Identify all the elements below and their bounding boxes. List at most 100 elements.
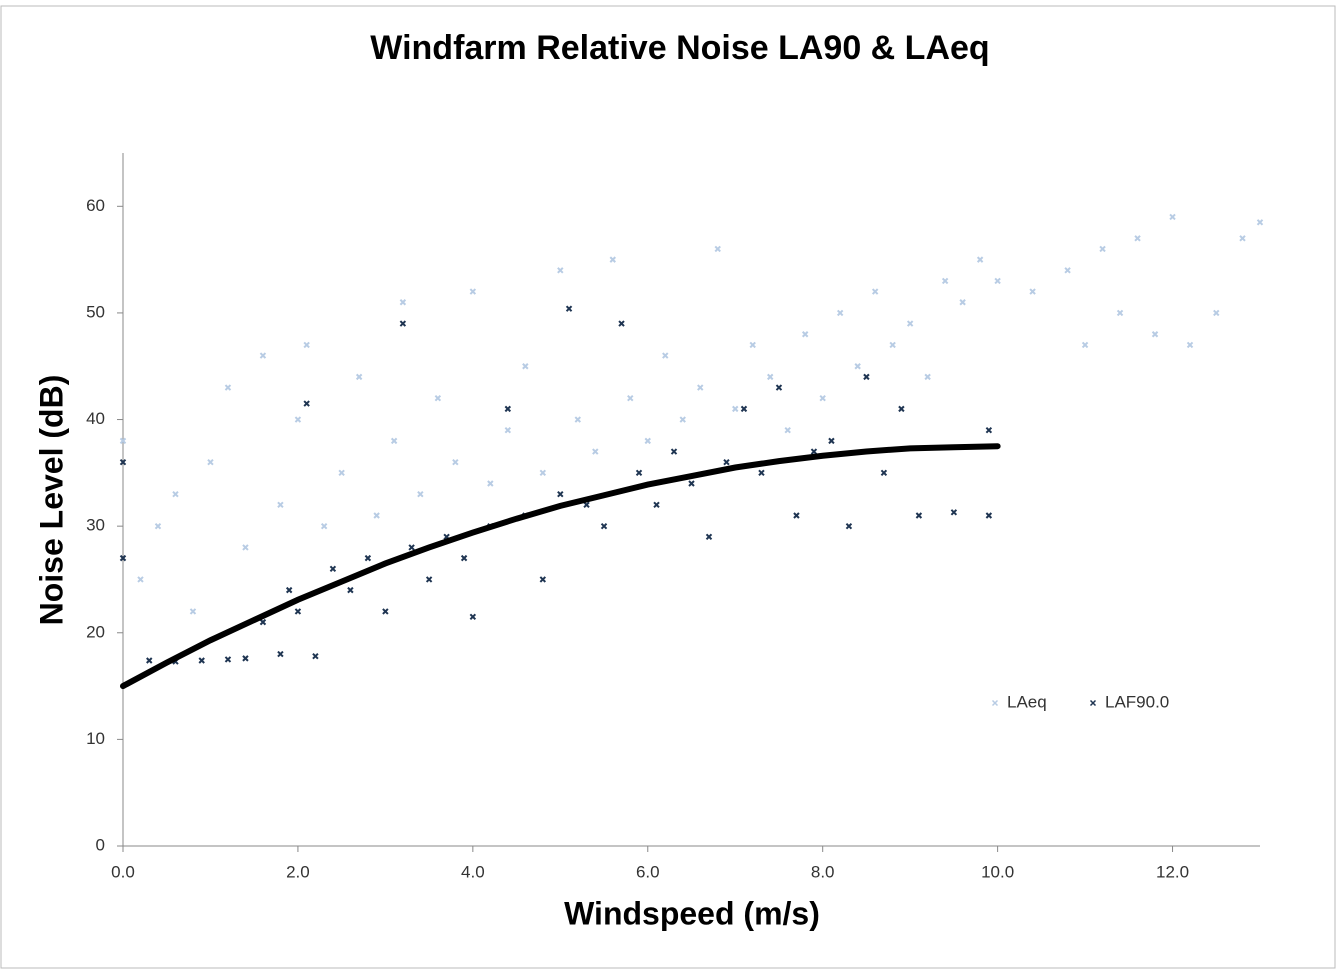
point	[294, 608, 302, 615]
point	[303, 400, 310, 407]
point	[985, 426, 993, 434]
point	[154, 522, 162, 530]
point	[355, 373, 363, 381]
point	[714, 245, 721, 253]
point	[119, 437, 127, 445]
point	[452, 458, 459, 466]
x-tick-label: 8.0	[811, 862, 835, 881]
point	[1064, 267, 1071, 274]
point	[775, 384, 783, 391]
point	[574, 416, 582, 423]
legend-label: LAeq	[1007, 692, 1047, 711]
point	[137, 576, 144, 583]
point	[469, 613, 477, 620]
point	[644, 437, 651, 445]
point	[976, 256, 984, 263]
point	[1029, 288, 1036, 295]
point	[635, 469, 643, 477]
point	[1213, 309, 1220, 317]
point	[898, 405, 905, 413]
point	[408, 544, 415, 551]
point	[819, 395, 826, 402]
point	[277, 650, 284, 658]
point	[224, 656, 232, 663]
point	[627, 395, 634, 402]
point	[994, 277, 1001, 285]
point	[600, 522, 608, 530]
point	[583, 501, 590, 509]
point	[705, 533, 713, 541]
y-axis-label: Noise Level (dB)	[33, 375, 69, 626]
point	[224, 384, 232, 391]
x-tick-label: 0.0	[111, 862, 135, 881]
chart-title: Windfarm Relative Noise LA90 & LAeq	[370, 29, 989, 67]
x-tick-label: 4.0	[461, 862, 485, 881]
point	[854, 363, 861, 370]
point	[399, 320, 407, 327]
legend-label: LAF90.0	[1105, 692, 1169, 711]
x-axis-label: Windspeed (m/s)	[564, 895, 820, 931]
point	[539, 576, 547, 583]
point	[399, 299, 407, 306]
point	[1116, 309, 1124, 317]
point	[312, 653, 319, 660]
point	[670, 448, 678, 455]
point	[740, 405, 748, 413]
point	[749, 341, 756, 349]
point	[565, 305, 573, 312]
point	[732, 405, 739, 413]
point	[924, 373, 931, 381]
point	[653, 501, 660, 509]
point	[836, 309, 844, 317]
point	[338, 469, 345, 477]
point	[259, 618, 267, 626]
point	[688, 480, 695, 487]
point	[504, 426, 512, 434]
point	[320, 522, 328, 530]
point	[679, 416, 686, 423]
point	[119, 458, 127, 466]
legend-marker	[1089, 699, 1097, 707]
trend-line	[120, 443, 1001, 690]
point	[146, 657, 153, 664]
x-tick-label: 10.0	[981, 862, 1014, 881]
point	[382, 608, 389, 615]
point	[793, 512, 800, 519]
point	[662, 352, 669, 359]
point	[522, 363, 529, 370]
point	[1256, 219, 1264, 226]
point	[119, 554, 127, 562]
x-tick-label: 12.0	[1156, 862, 1189, 881]
point	[425, 576, 433, 583]
point	[557, 267, 564, 274]
point	[1099, 245, 1106, 253]
point	[959, 299, 966, 306]
point	[915, 512, 923, 519]
point	[460, 554, 468, 562]
point	[871, 288, 879, 295]
point	[767, 373, 774, 381]
point	[1186, 341, 1194, 349]
point	[329, 565, 337, 573]
y-tick-label: 60	[86, 196, 105, 215]
point	[539, 469, 547, 477]
point	[1151, 331, 1159, 338]
point	[189, 608, 197, 615]
point	[889, 341, 896, 349]
x-tick-label: 2.0	[286, 862, 310, 881]
point	[906, 320, 914, 327]
point	[810, 448, 818, 455]
point	[557, 490, 564, 498]
point	[592, 448, 599, 455]
y-tick-label: 10	[86, 729, 105, 748]
point	[434, 395, 442, 402]
y-tick-label: 0	[96, 835, 105, 854]
point	[863, 373, 870, 381]
chart-border	[0, 5, 1336, 969]
point	[784, 426, 791, 434]
point	[845, 522, 853, 530]
point	[242, 655, 249, 662]
point	[609, 256, 616, 263]
point	[390, 437, 398, 445]
